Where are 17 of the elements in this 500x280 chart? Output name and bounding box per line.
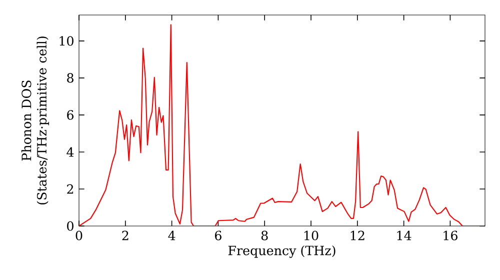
x-tick-label: 4	[168, 230, 176, 240]
y-tick-label: 6	[67, 110, 74, 120]
x-tick-label: 6	[215, 230, 222, 240]
y-axis-title: Phonon DOS (States/THz·primitive cell)	[21, 36, 50, 204]
y-tick-label: 2	[67, 184, 74, 194]
x-tick-label: 10	[304, 230, 318, 240]
y-tick-label: 8	[67, 73, 74, 83]
x-tick-label: 14	[397, 230, 412, 240]
x-tick-label: 0	[76, 230, 82, 240]
y-tick-label: 0	[67, 221, 74, 231]
x-tick-label: 2	[122, 230, 128, 240]
x-tick-label: 12	[350, 230, 364, 240]
y-tick-label: 10	[60, 36, 74, 46]
x-tick-label: 8	[261, 230, 268, 240]
y-tick-label: 4	[66, 147, 74, 157]
x-axis-title: Frequency (THz)	[228, 245, 336, 258]
x-tick-label: 16	[444, 230, 458, 240]
